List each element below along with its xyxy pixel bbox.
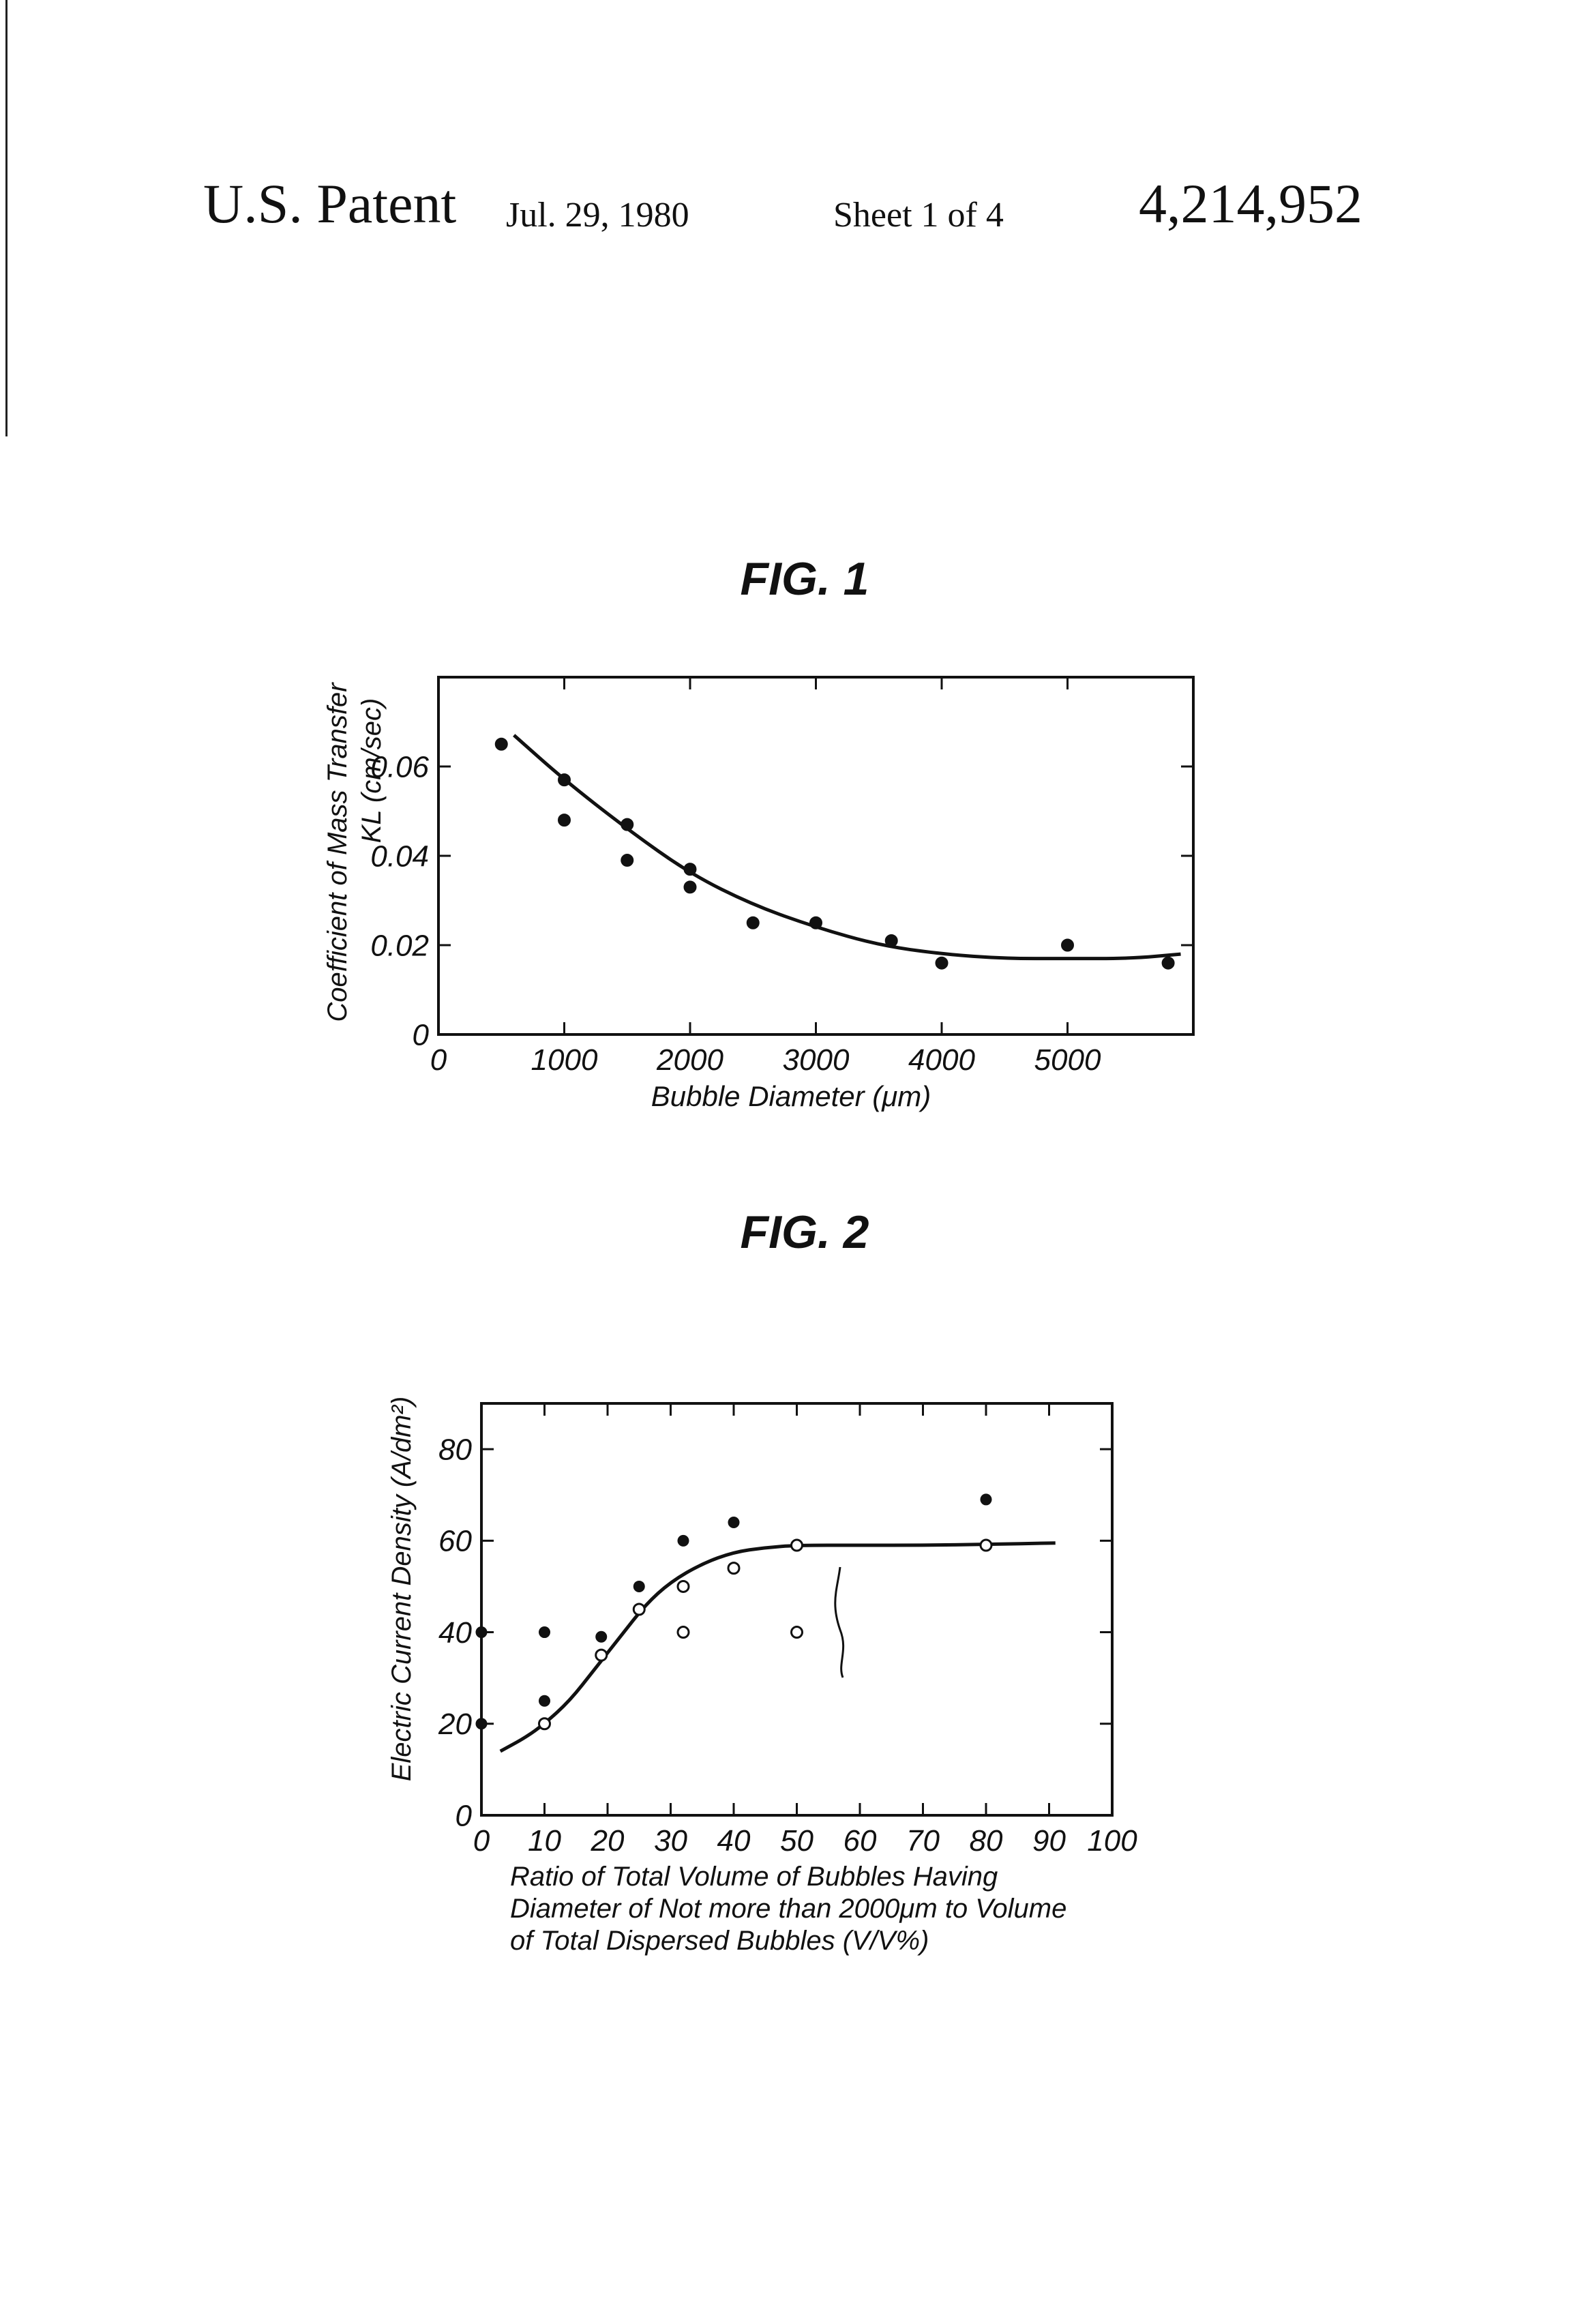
fig1-x-tick-label: 3000 xyxy=(783,1043,850,1077)
fig1-point-filled xyxy=(495,738,507,750)
fig1-point-filled xyxy=(684,863,696,876)
fig2-point-open xyxy=(678,1581,689,1592)
fig2-x-tick-label: 80 xyxy=(970,1824,1003,1858)
fig1-point-filled xyxy=(684,881,696,893)
fig2-y-tick-label: 40 xyxy=(438,1616,472,1650)
fig1-x-tick-label: 1000 xyxy=(531,1043,598,1077)
fig1-point-filled xyxy=(558,814,571,826)
fig1-x-tick-label: 2000 xyxy=(656,1043,723,1077)
fig2-x-tick-label: 20 xyxy=(591,1824,625,1858)
fig1-point-filled xyxy=(558,774,571,786)
fig2-y-tick-label: 0 xyxy=(456,1799,473,1832)
fig1-y-tick-label: 0 xyxy=(413,1018,430,1052)
fig2-point-open xyxy=(678,1627,689,1638)
fig1-y-tick-label: 0.02 xyxy=(370,929,429,962)
fig1-x-tick-label: 5000 xyxy=(1034,1043,1101,1077)
fig2-x-tick-label: 100 xyxy=(1087,1824,1137,1858)
fig2-x-tick-label: 0 xyxy=(473,1824,490,1858)
figure-1-x-axis-label: Bubble Diameter (μm) xyxy=(651,1080,931,1112)
fig1-point-filled xyxy=(810,917,822,929)
fig1-point-filled xyxy=(747,917,759,929)
figure-1-data-points xyxy=(495,738,1174,969)
fig2-point-filled xyxy=(596,1631,607,1642)
fig1-x-tick-label: 0 xyxy=(430,1043,447,1077)
fig2-point-filled xyxy=(476,1718,487,1729)
fig1-point-filled xyxy=(1162,957,1174,969)
figure-2-title: FIG. 2 xyxy=(741,1206,869,1258)
figure-2-x-axis-label-line-2: Diameter of Not more than 2000μm to Volu… xyxy=(510,1894,1066,1924)
fig2-x-tick-label: 10 xyxy=(528,1824,561,1858)
fig2-x-tick-label: 40 xyxy=(717,1824,751,1858)
fig1-point-filled xyxy=(936,957,948,969)
fig2-y-tick-label: 20 xyxy=(438,1708,472,1741)
fig2-point-filled xyxy=(539,1695,550,1706)
figure-2-y-axis-label: Electric Current Density (A/dm²) xyxy=(387,1397,417,1782)
fig2-y-tick-label: 80 xyxy=(438,1433,472,1467)
fig1-point-filled xyxy=(621,818,633,831)
figure-2-x-axis: 0 10 20 30 40 50 60 70 80 90 100 xyxy=(473,1403,1137,1858)
fig2-point-open xyxy=(596,1650,607,1660)
figure-2-data-points xyxy=(476,1494,991,1729)
fig2-point-filled xyxy=(476,1627,487,1638)
figure-1-y-axis: 00.020.040.06 xyxy=(370,750,1193,1052)
fig2-point-open xyxy=(792,1540,803,1551)
figure-2-fit-curve xyxy=(501,1543,1056,1751)
fig1-x-tick-label: 4000 xyxy=(908,1043,975,1077)
figure-1-title: FIG. 1 xyxy=(741,553,869,605)
fig2-point-filled xyxy=(981,1494,991,1505)
fig2-point-filled xyxy=(728,1517,739,1528)
figure-1-chart: FIG. 1 010002000300040005000 00.020.040.… xyxy=(0,0,1582,1159)
fig2-point-filled xyxy=(539,1627,550,1638)
figure-2-x-axis-label-line-1: Ratio of Total Volume of Bubbles Having xyxy=(510,1862,998,1892)
fig2-point-open xyxy=(792,1627,803,1638)
fig2-x-tick-label: 70 xyxy=(906,1824,940,1858)
fig1-point-filled xyxy=(621,854,633,867)
figure-2-break-mark xyxy=(835,1567,844,1678)
fig1-point-filled xyxy=(1062,939,1074,951)
figure-2-plot-frame xyxy=(481,1403,1112,1815)
figure-1-y-axis-label-line-2: KL (cm/sec) xyxy=(357,698,387,844)
fig1-point-filled xyxy=(885,934,897,947)
figure-1-x-axis: 0 1000 2000 3000 4000 5000 xyxy=(430,677,1101,1077)
figure-1-fit-curve xyxy=(514,735,1181,959)
fig2-point-open xyxy=(981,1540,991,1551)
fig2-point-open xyxy=(539,1718,550,1729)
figure-1-plot-frame xyxy=(438,677,1193,1034)
fig2-x-tick-label: 30 xyxy=(654,1824,687,1858)
fig2-point-filled xyxy=(633,1581,644,1592)
fig2-x-tick-label: 90 xyxy=(1032,1824,1066,1858)
fig2-x-tick-label: 50 xyxy=(780,1824,814,1858)
fig2-x-tick-label: 60 xyxy=(844,1824,877,1858)
fig2-point-open xyxy=(728,1563,739,1574)
fig1-y-tick-label: 0.04 xyxy=(370,839,429,873)
fig2-y-tick-label: 60 xyxy=(438,1525,472,1558)
figure-2-x-axis-label-line-3: of Total Dispersed Bubbles (V/V%) xyxy=(510,1926,929,1956)
fig2-point-filled xyxy=(678,1535,689,1546)
figure-2-chart: FIG. 2 0102030405060708090100 020406080 … xyxy=(0,1159,1582,2324)
fig2-point-open xyxy=(633,1604,644,1615)
figure-1-y-axis-label-line-1: Coefficient of Mass Transfer xyxy=(323,682,353,1022)
